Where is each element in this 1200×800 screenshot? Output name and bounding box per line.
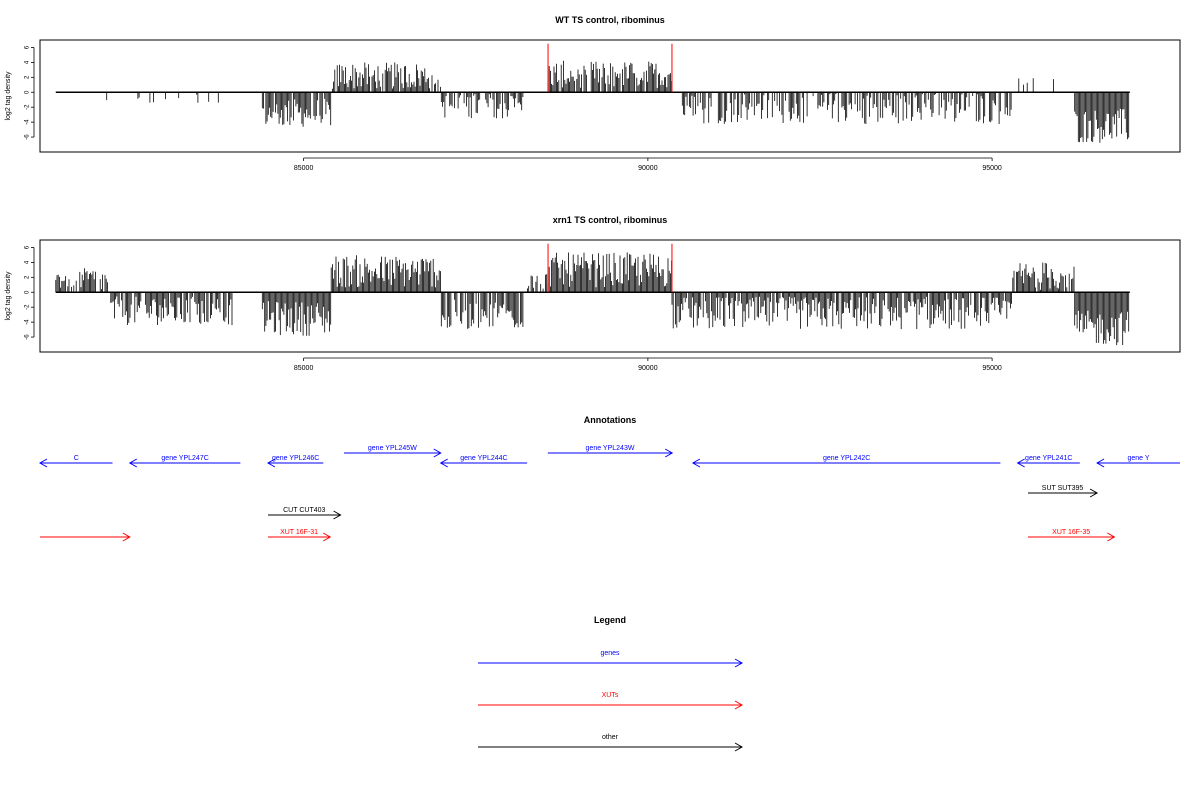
feature-arrow-head (1096, 458, 1105, 468)
wt-plot-frame (39, 39, 1181, 153)
feature-arrow-head (691, 458, 701, 468)
y-tick-label: -6 (25, 134, 31, 140)
wt-x-axis: 85000 90000 95000 (294, 157, 1002, 172)
feature-label: gene YPL243W (586, 445, 635, 452)
y-tick-label: 6 (25, 45, 31, 49)
legend-label: other (602, 734, 619, 741)
legend-item-other: other (478, 734, 744, 752)
feature-gene: gene YPL245W (344, 445, 442, 458)
xrn1-bars (55, 252, 1130, 346)
legend-label: XUTs (602, 692, 619, 699)
wt-spikes (547, 43, 673, 93)
feature-arrow-head (433, 448, 442, 458)
feature-label: SUT SUT395 (1042, 485, 1084, 492)
feature-gene: gene YPL244C (439, 455, 528, 468)
wt-bars (55, 60, 1130, 143)
y-tick-label: 4 (25, 60, 31, 64)
y-tick-label: 2 (25, 75, 31, 79)
y-tick-label: 0 (25, 290, 31, 294)
feature-arrow-head (664, 448, 674, 458)
feature-arrow-head (38, 458, 48, 468)
xrn1-y-axis: -6 -4 -2 0 2 4 6 (25, 245, 35, 340)
legend-arrow-head (734, 700, 744, 710)
y-tick-label: -6 (25, 334, 31, 340)
x-tick-label: 95000 (982, 365, 1002, 372)
feature-gene: gene YPL242C (691, 455, 1001, 468)
feature-label: gene YPL241C (1025, 455, 1072, 462)
y-tick-label: -4 (25, 119, 31, 125)
feature-label: gene YPL244C (460, 455, 507, 462)
y-tick-label: 0 (25, 90, 31, 94)
legend-title: Legend (594, 615, 626, 625)
y-tick-label: -2 (25, 104, 31, 110)
y-tick-label: -2 (25, 304, 31, 310)
feature-arrow-head (333, 510, 342, 520)
feature-arrow-head (1016, 458, 1025, 468)
feature-xut: XUT 16F-31 (268, 529, 332, 542)
feature-gene: gene Y (1096, 455, 1180, 468)
xrn1-x-axis: 85000 90000 95000 (294, 357, 1002, 372)
y-tick-label: -4 (25, 319, 31, 325)
wt-track-ylabel: log2 tag density (5, 71, 12, 121)
annotations-title: Annotations (584, 415, 637, 425)
feature-xut: XUT 16F-35 (1028, 529, 1116, 542)
feature-gene: gene YPL241C (1016, 455, 1080, 468)
feature-label: XUT 16F-31 (280, 529, 318, 536)
feature-arrow-head (128, 458, 138, 468)
feature-other: CUT CUT403 (268, 507, 342, 520)
legend-item-xut: XUTs (478, 692, 744, 710)
feature-arrow-head (122, 532, 131, 542)
y-tick-label: 2 (25, 275, 31, 279)
xrn1-track-panel: xrn1 TS control, ribominus log2 tag dens… (5, 215, 1181, 372)
x-tick-label: 90000 (638, 165, 658, 172)
feature-arrow-head (439, 458, 448, 468)
legend-arrow-head (734, 658, 744, 668)
xrn1-track-title: xrn1 TS control, ribominus (553, 215, 668, 225)
feature-xut (40, 532, 131, 542)
wt-track-title: WT TS control, ribominus (555, 15, 665, 25)
feature-other: SUT SUT395 (1028, 485, 1099, 498)
feature-arrow-head (1107, 532, 1116, 542)
feature-gene: gene YPL246C (266, 455, 324, 468)
feature-label: XUT 16F-35 (1052, 529, 1090, 536)
xrn1-plot-frame (39, 239, 1181, 353)
legend-label: genes (600, 650, 620, 657)
feature-label: gene YPL245W (368, 445, 417, 452)
xrn1-spikes (547, 243, 673, 293)
feature-label: gene YPL242C (823, 455, 870, 462)
feature-label: gene YPL246C (272, 455, 319, 462)
xrn1-track-ylabel: log2 tag density (5, 271, 12, 321)
feature-label: C (74, 455, 79, 462)
wt-y-axis: -6 -4 -2 0 2 4 6 (25, 45, 35, 140)
feature-label: gene YPL247C (161, 455, 208, 462)
feature-label: gene Y (1128, 455, 1150, 462)
legend-item-gene: genes (478, 650, 744, 668)
legend-panel: Legend genes XUTs other (478, 615, 744, 752)
feature-gene: gene YPL243W (547, 445, 674, 458)
x-tick-label: 95000 (982, 165, 1002, 172)
feature-gene: C (38, 455, 113, 468)
feature-gene: gene YPL247C (128, 455, 241, 468)
x-tick-label: 85000 (294, 165, 314, 172)
feature-arrow-head (266, 458, 276, 468)
feature-arrow-head (1089, 488, 1099, 498)
feature-arrow-head (322, 532, 332, 542)
legend-items: genes XUTs other (478, 650, 744, 752)
legend-arrow-head (734, 742, 744, 752)
feature-label: CUT CUT403 (283, 507, 325, 514)
x-tick-label: 90000 (638, 365, 658, 372)
y-tick-label: 4 (25, 260, 31, 264)
y-tick-label: 6 (25, 245, 31, 249)
x-tick-label: 85000 (294, 365, 314, 372)
wt-track-panel: WT TS control, ribominus log2 tag densit… (5, 15, 1181, 172)
